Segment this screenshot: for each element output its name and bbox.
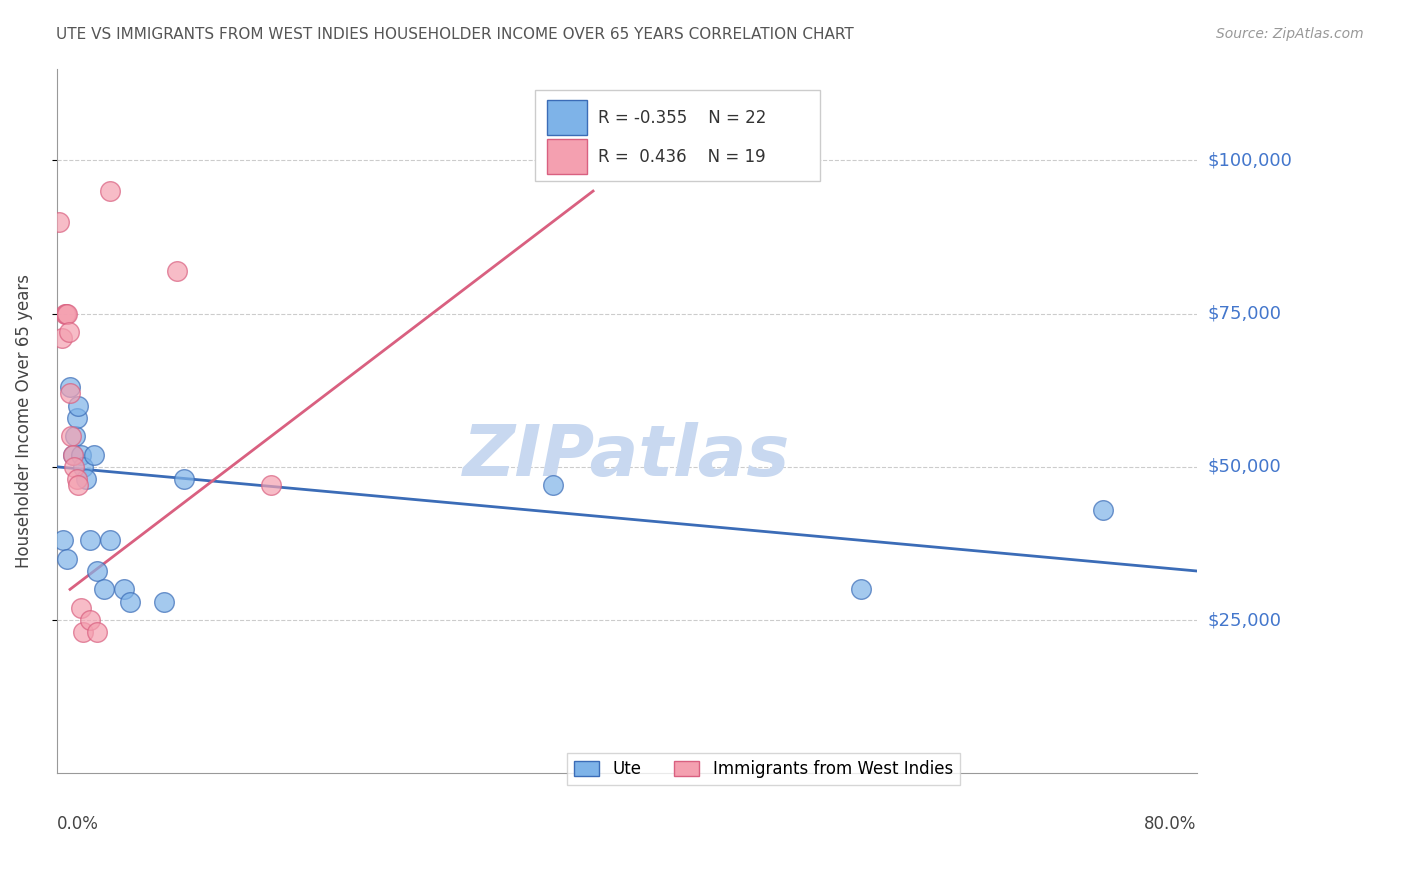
Point (69, 600, 91, 615)
Point (51, 331, 73, 345)
Point (173, 472, 195, 486)
Point (53, 307, 76, 321)
FancyBboxPatch shape (547, 100, 586, 136)
Point (62, 448, 84, 462)
Point (62, 448, 84, 462)
Point (541, 478, 564, 492)
Point (1091, 502, 1114, 516)
Legend: Ute, Immigrants from West Indies: Ute, Immigrants from West Indies (567, 754, 960, 785)
Point (63, 459, 86, 474)
Point (59, 386, 82, 401)
Text: ZIPatlas: ZIPatlas (463, 422, 790, 491)
Point (98, 533, 121, 548)
Point (86, 564, 108, 578)
Point (69, 448, 91, 462)
Point (66, 410, 89, 425)
Point (66, 472, 89, 486)
Point (56, 307, 79, 321)
Point (83, 448, 105, 462)
Point (75, 472, 97, 486)
Point (59, 380, 82, 394)
Point (56, 551, 79, 566)
Point (166, 264, 188, 278)
Point (79, 533, 101, 548)
Point (72, 459, 94, 474)
Text: $100,000: $100,000 (1208, 152, 1292, 169)
Y-axis label: Householder Income Over 65 years: Householder Income Over 65 years (15, 274, 32, 568)
Point (65, 429, 87, 443)
Point (93, 582, 115, 597)
Point (58, 325, 80, 339)
Text: Source: ZipAtlas.com: Source: ZipAtlas.com (1216, 27, 1364, 41)
Point (260, 478, 283, 492)
Point (851, 582, 873, 597)
Text: 0.0%: 0.0% (56, 815, 98, 833)
Point (153, 594, 176, 608)
Point (48, 215, 70, 229)
Text: 80.0%: 80.0% (1144, 815, 1197, 833)
Text: $50,000: $50,000 (1208, 458, 1281, 475)
Point (52, 533, 75, 548)
Point (67, 399, 90, 413)
Point (60, 429, 83, 443)
Point (79, 613, 101, 627)
Point (55, 307, 77, 321)
FancyBboxPatch shape (536, 90, 820, 181)
Text: UTE VS IMMIGRANTS FROM WEST INDIES HOUSEHOLDER INCOME OVER 65 YEARS CORRELATION : UTE VS IMMIGRANTS FROM WEST INDIES HOUSE… (56, 27, 853, 42)
Point (67, 478, 90, 492)
Text: R = -0.355    N = 22: R = -0.355 N = 22 (598, 109, 766, 127)
Text: $75,000: $75,000 (1208, 305, 1282, 323)
Point (98, 184, 121, 198)
Point (72, 625, 94, 640)
Point (86, 625, 108, 640)
Point (112, 582, 135, 597)
Text: R =  0.436    N = 19: R = 0.436 N = 19 (598, 147, 766, 166)
Text: $25,000: $25,000 (1208, 611, 1282, 629)
FancyBboxPatch shape (547, 139, 586, 174)
Point (120, 594, 142, 608)
